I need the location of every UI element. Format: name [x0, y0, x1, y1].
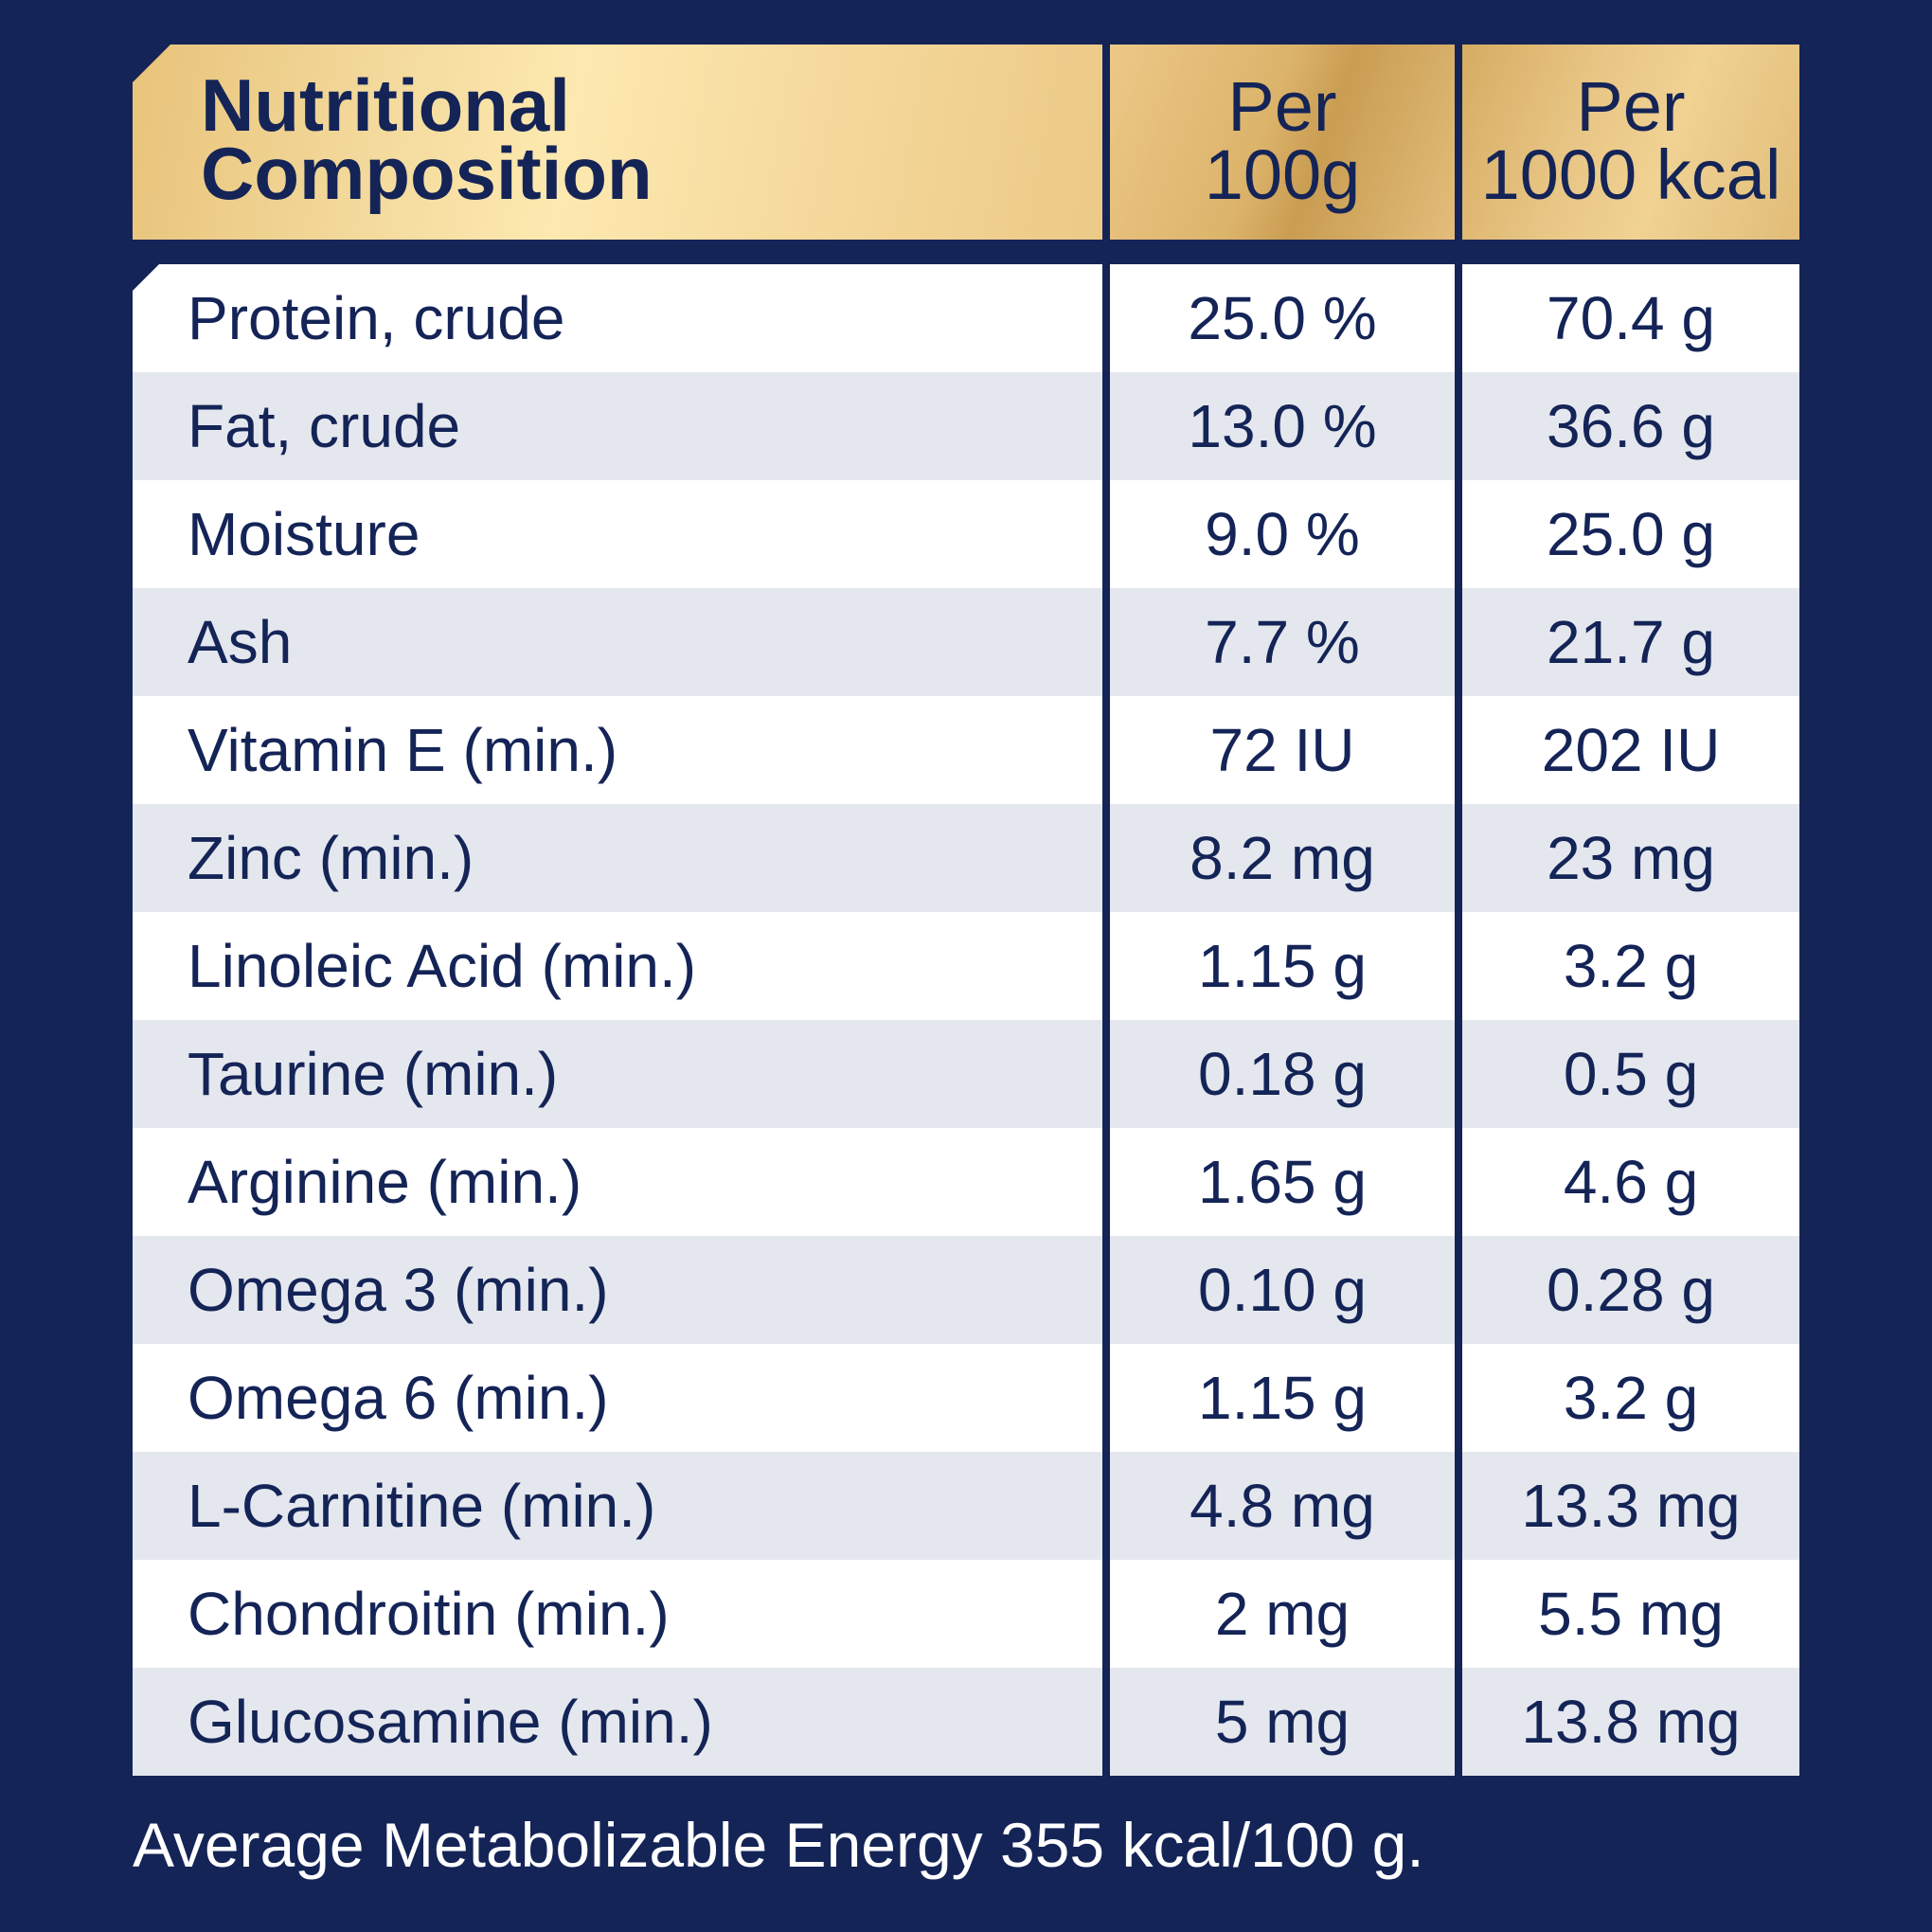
value-per-1000kcal: 3.2 g: [1462, 1344, 1799, 1452]
header-per-100g: Per 100g: [1110, 45, 1455, 240]
nutrient-name: Taurine (min.): [133, 1020, 1102, 1128]
energy-footnote: Average Metabolizable Energy 355 kcal/10…: [133, 1810, 1424, 1880]
table-row: Chondroitin (min.) 2 mg 5.5 mg: [133, 1560, 1799, 1668]
header-per-1000kcal: Per 1000 kcal: [1462, 45, 1799, 240]
nutrition-table: Nutritional Composition Per 100g Per 100…: [133, 45, 1799, 1776]
value-per-100g: 0.10 g: [1110, 1236, 1455, 1344]
header-col2-line1: Per: [1227, 67, 1337, 146]
value-per-100g: 8.2 mg: [1110, 804, 1455, 912]
header-col3-line1: Per: [1576, 67, 1686, 146]
nutrient-name: L-Carnitine (min.): [133, 1452, 1102, 1560]
nutrient-name: Protein, crude: [133, 264, 1102, 372]
nutrient-name: Chondroitin (min.): [133, 1560, 1102, 1668]
table-row: Protein, crude 25.0 % 70.4 g: [133, 264, 1799, 372]
value-per-100g: 0.18 g: [1110, 1020, 1455, 1128]
table-row: Linoleic Acid (min.) 1.15 g 3.2 g: [133, 912, 1799, 1020]
header-col2-line2: 100g: [1204, 135, 1361, 214]
value-per-1000kcal: 13.8 mg: [1462, 1668, 1799, 1776]
table-row: Zinc (min.) 8.2 mg 23 mg: [133, 804, 1799, 912]
table-row: Vitamin E (min.) 72 IU 202 IU: [133, 696, 1799, 804]
value-per-1000kcal: 5.5 mg: [1462, 1560, 1799, 1668]
value-per-100g: 1.15 g: [1110, 1344, 1455, 1452]
value-per-100g: 13.0 %: [1110, 372, 1455, 480]
value-per-100g: 7.7 %: [1110, 588, 1455, 696]
nutrient-name: Moisture: [133, 480, 1102, 588]
table-row: Ash 7.7 % 21.7 g: [133, 588, 1799, 696]
table-row: Moisture 9.0 % 25.0 g: [133, 480, 1799, 588]
nutrient-name: Linoleic Acid (min.): [133, 912, 1102, 1020]
value-per-1000kcal: 36.6 g: [1462, 372, 1799, 480]
nutrient-name: Zinc (min.): [133, 804, 1102, 912]
value-per-100g: 1.15 g: [1110, 912, 1455, 1020]
header-nutritional-composition: Nutritional Composition: [133, 45, 1102, 240]
table-row: Taurine (min.) 0.18 g 0.5 g: [133, 1020, 1799, 1128]
value-per-1000kcal: 0.28 g: [1462, 1236, 1799, 1344]
table-row: Glucosamine (min.) 5 mg 13.8 mg: [133, 1668, 1799, 1776]
value-per-1000kcal: 202 IU: [1462, 696, 1799, 804]
value-per-100g: 25.0 %: [1110, 264, 1455, 372]
nutrient-name: Fat, crude: [133, 372, 1102, 480]
value-per-100g: 9.0 %: [1110, 480, 1455, 588]
value-per-1000kcal: 23 mg: [1462, 804, 1799, 912]
nutrient-name: Glucosamine (min.): [133, 1668, 1102, 1776]
header-col1-line2: Composition: [201, 132, 653, 215]
table-row: Arginine (min.) 1.65 g 4.6 g: [133, 1128, 1799, 1236]
header-col3-line2: 1000 kcal: [1480, 135, 1781, 214]
value-per-1000kcal: 0.5 g: [1462, 1020, 1799, 1128]
header-col1-line1: Nutritional: [201, 63, 570, 147]
value-per-100g: 4.8 mg: [1110, 1452, 1455, 1560]
table-row: Omega 3 (min.) 0.10 g 0.28 g: [133, 1236, 1799, 1344]
value-per-1000kcal: 21.7 g: [1462, 588, 1799, 696]
value-per-100g: 1.65 g: [1110, 1128, 1455, 1236]
nutrient-name: Ash: [133, 588, 1102, 696]
table-row: L-Carnitine (min.) 4.8 mg 13.3 mg: [133, 1452, 1799, 1560]
value-per-1000kcal: 70.4 g: [1462, 264, 1799, 372]
value-per-1000kcal: 3.2 g: [1462, 912, 1799, 1020]
nutrient-name: Vitamin E (min.): [133, 696, 1102, 804]
value-per-100g: 2 mg: [1110, 1560, 1455, 1668]
table-row: Fat, crude 13.0 % 36.6 g: [133, 372, 1799, 480]
table-header: Nutritional Composition Per 100g Per 100…: [133, 45, 1799, 240]
value-per-1000kcal: 25.0 g: [1462, 480, 1799, 588]
value-per-1000kcal: 13.3 mg: [1462, 1452, 1799, 1560]
value-per-1000kcal: 4.6 g: [1462, 1128, 1799, 1236]
nutrient-name: Arginine (min.): [133, 1128, 1102, 1236]
nutrient-name: Omega 3 (min.): [133, 1236, 1102, 1344]
table-body: Protein, crude 25.0 % 70.4 g Fat, crude …: [133, 264, 1799, 1776]
value-per-100g: 72 IU: [1110, 696, 1455, 804]
table-row: Omega 6 (min.) 1.15 g 3.2 g: [133, 1344, 1799, 1452]
nutrient-name: Omega 6 (min.): [133, 1344, 1102, 1452]
value-per-100g: 5 mg: [1110, 1668, 1455, 1776]
